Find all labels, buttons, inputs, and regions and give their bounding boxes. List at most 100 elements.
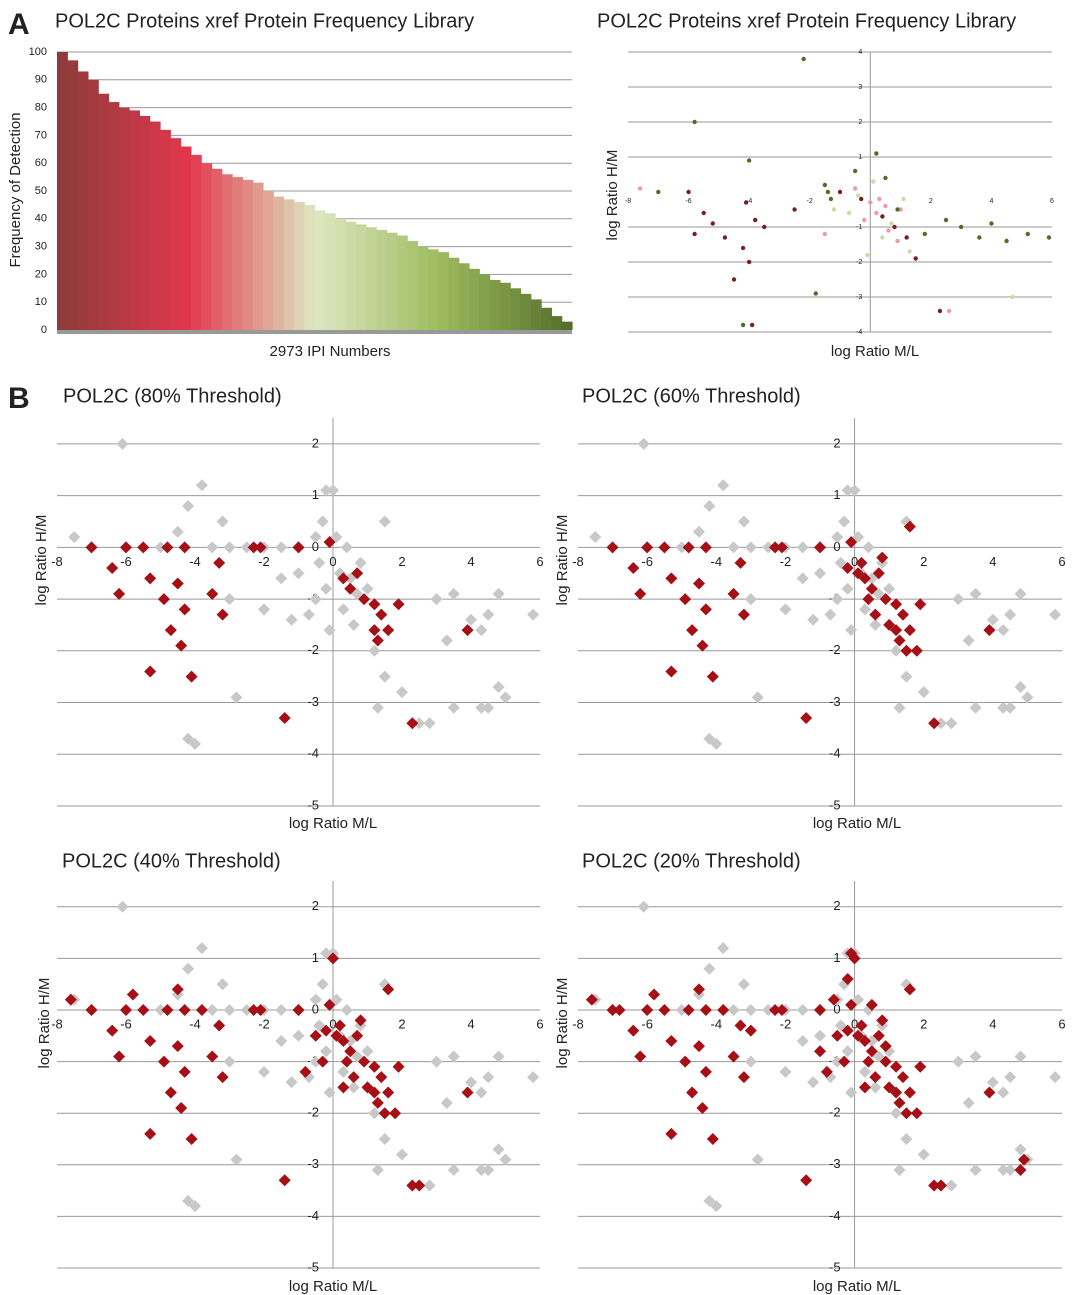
point <box>430 1055 443 1068</box>
x-tick-label: 2 <box>920 554 927 569</box>
y-tick-label: -2 <box>829 642 841 657</box>
point <box>230 1153 243 1166</box>
point <box>890 1086 903 1099</box>
bar <box>190 154 202 330</box>
y-axis-label: log Ratio H/M <box>36 978 53 1069</box>
point <box>309 993 322 1006</box>
point <box>161 1004 174 1016</box>
point <box>706 670 719 683</box>
point <box>665 1034 678 1047</box>
x-tick-label: 2 <box>398 1016 405 1031</box>
bar <box>221 174 233 330</box>
point <box>838 515 851 528</box>
point <box>182 499 195 512</box>
point <box>962 634 975 647</box>
point <box>482 608 495 621</box>
point <box>223 541 236 554</box>
point <box>447 1163 460 1176</box>
point <box>862 1055 875 1068</box>
point <box>883 203 888 209</box>
point <box>113 1050 126 1063</box>
point <box>85 1004 98 1016</box>
point <box>320 1045 333 1058</box>
x-tick-label: -8 <box>572 1016 584 1031</box>
x-tick-label: -4 <box>746 198 752 205</box>
x-tick-label: -8 <box>572 554 584 569</box>
point <box>945 717 958 730</box>
x-tick-label: 0 <box>329 554 336 569</box>
point <box>178 541 191 554</box>
point <box>665 572 678 585</box>
point <box>827 993 840 1006</box>
x-tick-label: -2 <box>258 1016 270 1031</box>
bar <box>510 288 522 330</box>
point <box>874 210 879 216</box>
point <box>344 582 357 595</box>
point <box>717 942 730 955</box>
point <box>340 541 353 554</box>
point <box>865 572 878 585</box>
bar <box>417 246 429 330</box>
point <box>834 1019 847 1032</box>
x-tick-label: 2 <box>929 198 933 205</box>
point <box>461 624 474 637</box>
point <box>727 541 740 554</box>
point <box>1049 608 1062 621</box>
point <box>686 189 691 195</box>
point <box>475 1163 488 1176</box>
point <box>347 1081 360 1094</box>
y-tick-label: 2 <box>833 898 840 913</box>
bar <box>376 229 388 330</box>
point <box>223 593 236 606</box>
point <box>116 437 129 450</box>
y-tick-label: 100 <box>29 46 47 58</box>
point <box>171 983 184 996</box>
y-tick-label: 0 <box>833 1001 840 1016</box>
point <box>656 189 661 195</box>
point <box>316 978 329 991</box>
bar <box>149 121 161 330</box>
bar <box>252 182 264 330</box>
point <box>195 942 208 955</box>
y-tick-label: 0 <box>41 324 47 336</box>
point <box>333 1019 346 1032</box>
point <box>247 541 260 554</box>
y-tick-label: -3 <box>856 294 862 301</box>
point <box>727 1004 740 1016</box>
point <box>344 1034 357 1047</box>
y-tick-label: 70 <box>35 129 47 141</box>
point <box>368 1107 381 1120</box>
x-axis-label: 2973 IPI Numbers <box>270 343 391 360</box>
point <box>822 182 828 188</box>
point <box>120 541 132 554</box>
point <box>997 701 1010 714</box>
point <box>309 1029 322 1042</box>
point <box>216 1071 229 1084</box>
point <box>872 567 885 580</box>
point <box>320 1024 333 1037</box>
point <box>499 1153 512 1166</box>
point <box>413 1179 426 1192</box>
bar <box>98 93 110 330</box>
point <box>751 691 764 704</box>
point <box>879 593 892 606</box>
point <box>893 1096 906 1109</box>
x-tick-label: 6 <box>1058 554 1065 569</box>
bar <box>448 257 460 330</box>
point <box>699 1004 712 1016</box>
point <box>903 520 916 533</box>
point <box>475 1086 488 1099</box>
point <box>447 587 460 600</box>
point <box>845 947 858 960</box>
point <box>800 1174 813 1187</box>
point <box>852 530 865 543</box>
point <box>693 525 705 538</box>
point <box>323 998 336 1011</box>
point <box>841 562 854 575</box>
y-tick-label: 0 <box>833 539 840 554</box>
bar <box>561 321 573 330</box>
x-tick-label: 0 <box>851 1016 858 1031</box>
point <box>1004 1071 1017 1084</box>
point <box>154 1004 167 1016</box>
point <box>358 1055 371 1068</box>
